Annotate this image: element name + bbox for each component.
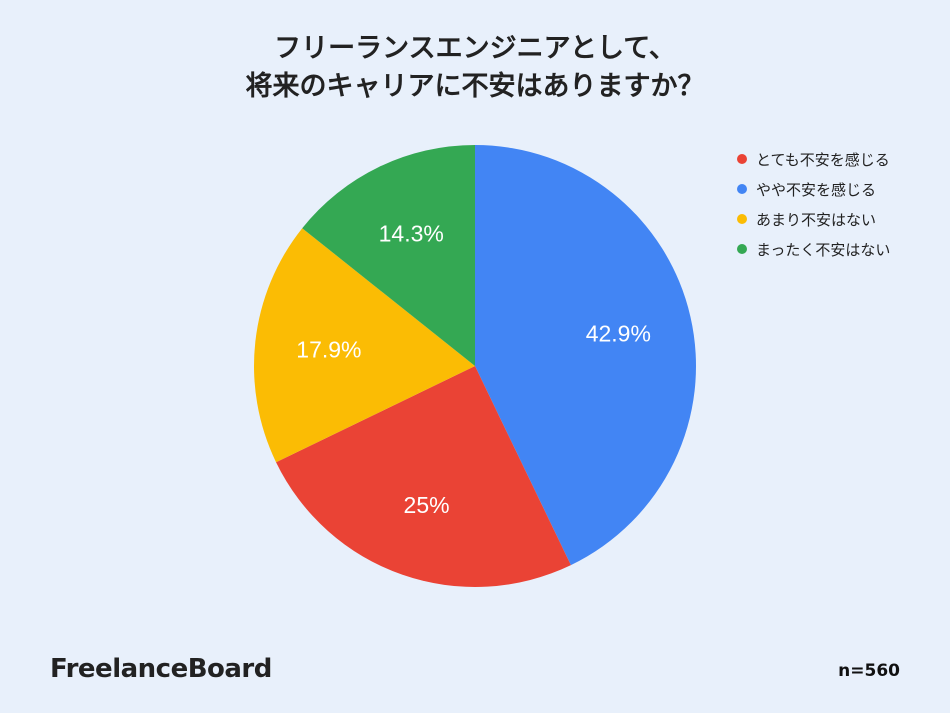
legend-label: とても不安を感じる <box>756 150 890 169</box>
legend-swatch <box>737 154 747 164</box>
pie-slice-label-2: 25% <box>404 492 450 518</box>
pie-slice-1 <box>475 145 697 566</box>
brand-logo: FreelanceBoard <box>50 654 272 684</box>
legend-item-1: とても不安を感じる <box>737 144 890 174</box>
legend-label: まったく不安はない <box>756 240 891 259</box>
pie-slice-2 <box>276 366 571 587</box>
pie-slice-3 <box>254 228 475 463</box>
chart-title-line-2: 将来のキャリアに不安はありますか？ <box>245 71 705 102</box>
legend-swatch <box>737 214 747 224</box>
pie-slice-label-3: 17.9% <box>296 337 361 363</box>
pie-slice-4 <box>302 145 475 366</box>
legend-label: あまり不安はない <box>756 210 877 229</box>
chart-title: フリーランスエンジニアとして、 将来のキャリアに不安はありますか？ <box>0 30 950 106</box>
legend-item-3: あまり不安はない <box>737 204 890 234</box>
sample-size: n=560 <box>838 661 900 681</box>
chart-title-line-1: フリーランスエンジニアとして、 <box>274 33 676 64</box>
legend-swatch <box>737 184 747 194</box>
pie-slice-label-4: 14.3% <box>379 221 444 247</box>
legend-swatch <box>737 244 747 254</box>
legend-item-2: やや不安を感じる <box>737 174 890 204</box>
legend-label: やや不安を感じる <box>756 180 877 199</box>
chart-legend: とても不安を感じる やや不安を感じる あまり不安はない まったく不安はない <box>737 144 890 264</box>
pie-slice-label-1: 42.9% <box>586 320 651 346</box>
legend-item-4: まったく不安はない <box>737 234 890 264</box>
